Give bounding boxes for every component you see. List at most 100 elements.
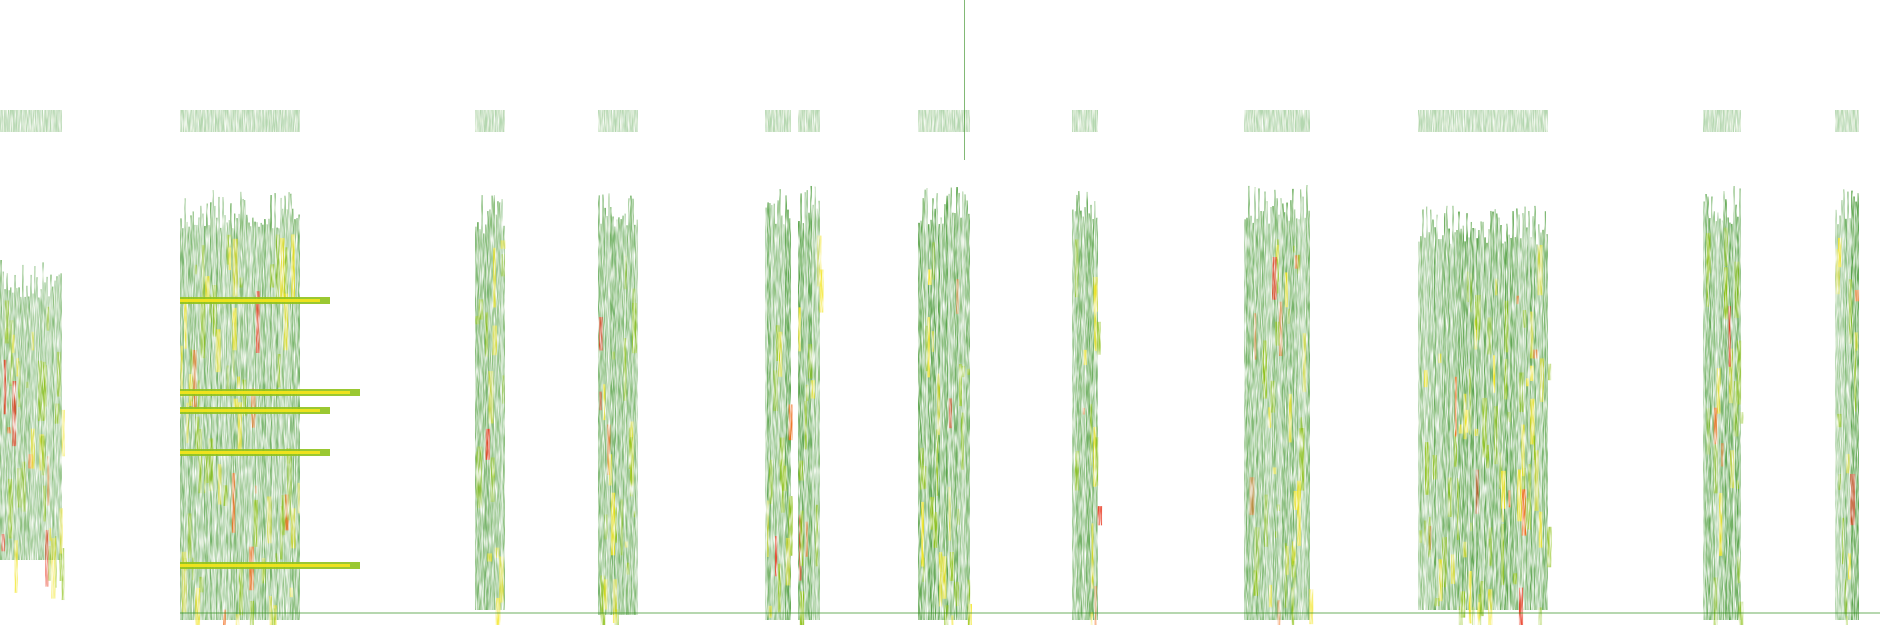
spectrum-streak [1090,612,1093,625]
spectrum-column [606,215,608,615]
spectrum-streak [21,461,26,512]
spectrum-streak [1846,454,1850,474]
spectrum-streak [1274,531,1278,538]
spectrum-streak [266,496,272,544]
spectrum-streak [1713,444,1718,494]
spectrum-column [1292,188,1294,620]
spectrum-column [1084,207,1086,620]
spectrum-streak [1463,393,1467,440]
spectrum-streak [1479,581,1484,617]
spectrum-streak [209,294,212,323]
spectrum-streak [1488,539,1493,566]
spectrum-streak [1097,506,1103,526]
spectrum-streak [275,234,280,301]
spectrum-streak [1533,435,1536,461]
spectrum-streak [1838,474,1842,490]
spectrum-streak [7,427,12,434]
spectrum-streak [4,300,9,344]
spectrum-streak [4,328,9,340]
spectrum-column [262,224,264,620]
spectrum-streak [1293,490,1299,510]
spectrum-column [1835,209,1837,620]
spectrum-streak [1719,493,1723,556]
spectrum-streak [1419,530,1423,543]
spectrum-column [1851,190,1853,620]
spectrum-column [495,214,497,610]
harmonic-band [0,110,62,132]
harmonic-band [1072,110,1098,132]
spectrum-column [1304,217,1306,620]
spectrum-streak [1499,452,1503,490]
spectrum-streak [485,312,489,357]
spectrum-column [36,277,38,560]
spectrum-streak [59,553,63,581]
spectrum-column [1302,196,1304,621]
spectrum-column [1498,217,1500,610]
spectrum-column [942,223,944,620]
spectrum-streak [1472,606,1475,625]
spectrum-streak [610,492,616,556]
spectrum-streak [608,454,613,486]
spectrum-streak [1728,348,1733,404]
spectrum-column [1717,212,1719,620]
spectrum-column [1480,221,1482,610]
spectrum-column [1420,236,1422,610]
spectrum-streak [1517,469,1522,522]
spectrum-streak [598,316,603,351]
spectrum-column [18,287,20,560]
spectrum-column [208,225,210,620]
spectrum-column [812,204,814,621]
spectrum-streak [284,494,289,531]
spectrum-streak [768,605,772,618]
spectrum-streak [1434,598,1440,607]
spectrum-streak [1276,258,1279,294]
spectrum-column [268,218,270,620]
spectrum-column [1092,218,1094,620]
spectrum-streak [1462,541,1467,558]
spectrum-streak [1706,407,1711,455]
spectrum-column [10,287,12,560]
spectrum-streak [1737,556,1741,583]
spectrum-streak [623,338,627,401]
spectrum-streak [1302,333,1307,393]
spectrum-streak [201,245,205,311]
spectrum-column [202,213,204,620]
spectrum-streak [1294,255,1299,269]
spectrum-streak [195,587,201,625]
spectrum-streak [215,329,221,373]
spectrum-streak [1508,490,1511,508]
spectrum-column [1472,228,1474,610]
spectrum-streak [777,563,781,613]
spectrum-streak [1844,579,1848,615]
spectrum-streak [1284,543,1288,608]
spectrum-streak [217,464,222,505]
spectrum-streak [1468,570,1472,624]
spectrum-column [1725,199,1727,620]
spectrum-column [475,226,477,610]
spectrum-streak [1494,406,1499,465]
tone-line-core [180,391,350,394]
spectrum-streak [487,553,492,562]
spectrum-column [0,260,2,560]
spectrum-streak [190,390,194,402]
spectrum-column [1082,216,1084,620]
baseline-noise [180,612,1880,614]
spectrum-streak [1474,428,1479,437]
spectrum-column [52,286,54,560]
spectrum-streak [1530,311,1534,359]
spectrum-streak [779,437,785,486]
spectrum-column [1444,213,1446,610]
spectrum-streak [200,301,206,359]
harmonic-band [765,110,791,132]
spectrum-streak [919,447,924,490]
spectrum-column [1506,223,1508,610]
spectrum-streak [800,510,804,566]
spectrum-column [1540,232,1542,611]
spectrum-column [632,198,634,615]
spectrum-column [1727,217,1729,620]
spectrum-column [1450,243,1452,610]
spectrum-streak [948,486,951,541]
spectrum-column [1432,219,1434,610]
spectrum-column [773,203,775,620]
